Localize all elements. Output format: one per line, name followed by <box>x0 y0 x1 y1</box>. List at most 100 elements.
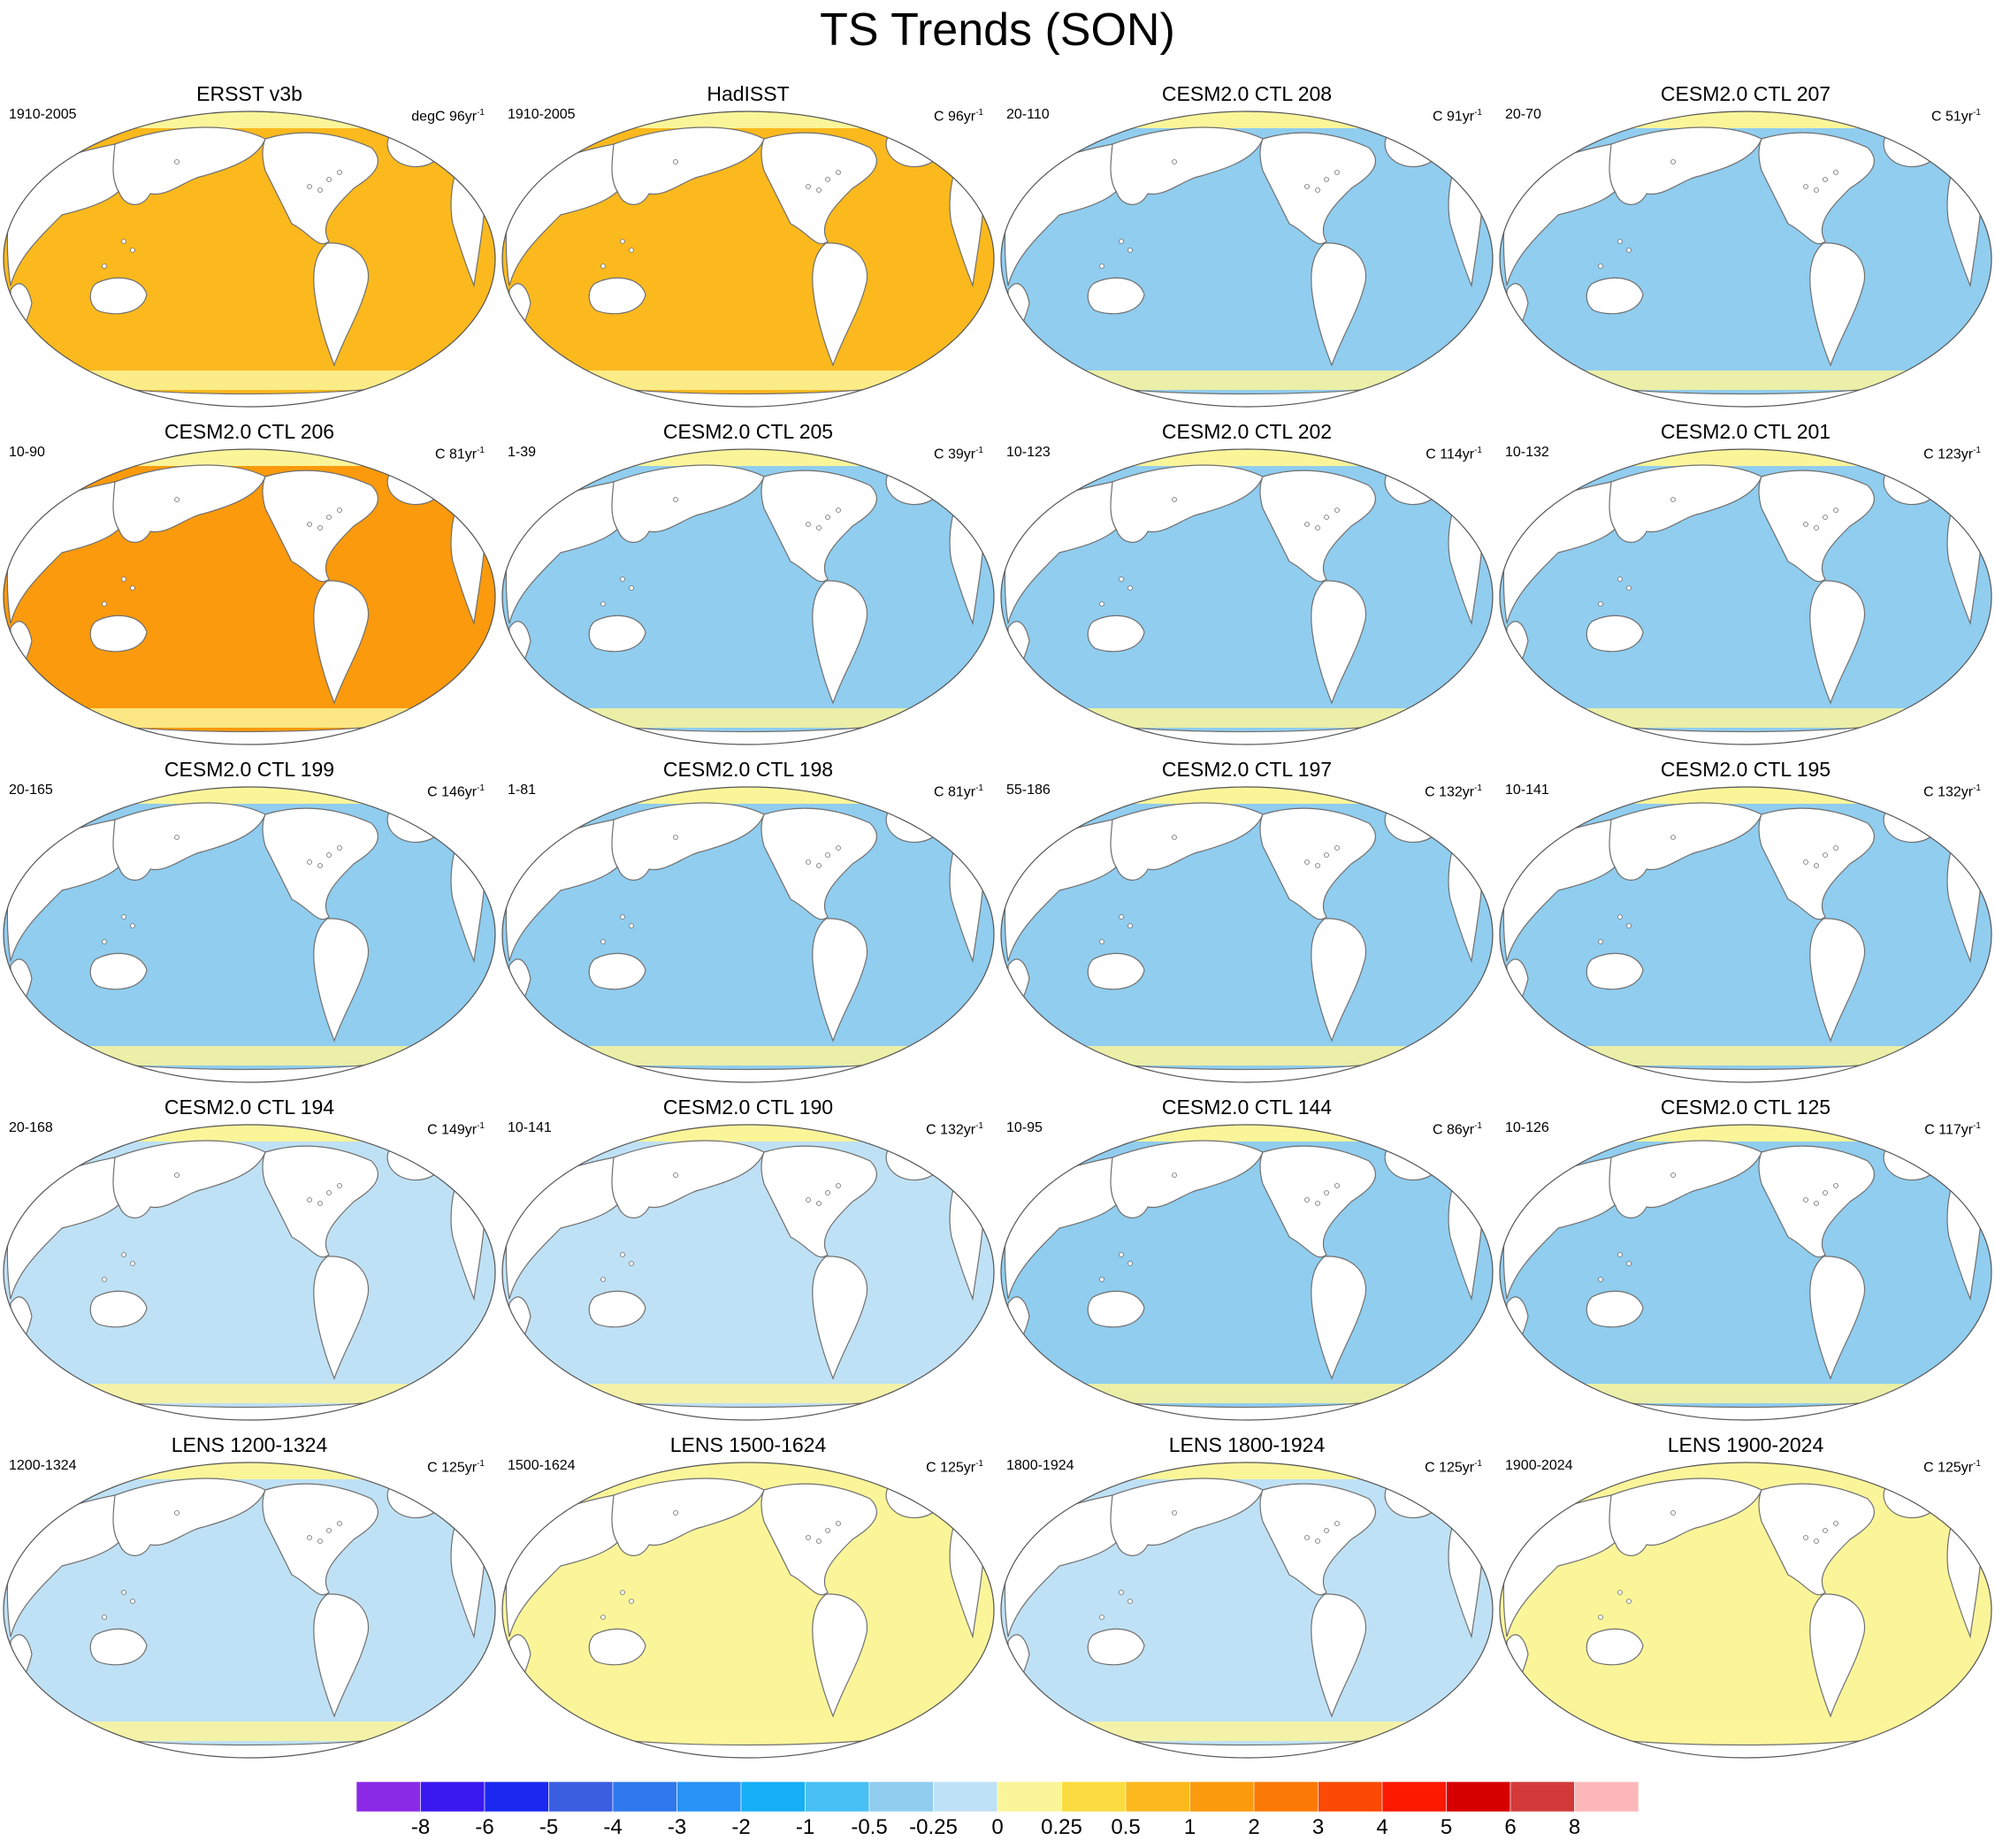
continent-australia <box>89 277 148 315</box>
figure-title: TS Trends (SON) <box>820 4 1175 56</box>
southern-band <box>4 370 495 390</box>
island-mark <box>1127 1261 1133 1266</box>
panel-units: C 81yr-1 <box>933 783 983 800</box>
panel-period: 20-110 <box>1006 107 1050 122</box>
continent-africa-east <box>1007 621 1030 687</box>
island-mark <box>1803 859 1808 865</box>
continent-asia <box>1110 1140 1264 1218</box>
island-mark <box>1315 187 1320 193</box>
island-mark <box>1315 863 1320 868</box>
continent-africa-east <box>508 958 531 1025</box>
island-mark <box>825 1528 830 1533</box>
continent-south-america <box>812 242 868 367</box>
island-mark <box>337 1183 342 1188</box>
island-mark <box>1127 248 1133 253</box>
island-mark <box>620 914 625 920</box>
island-mark <box>816 1201 822 1206</box>
island-mark <box>1626 1261 1632 1266</box>
colorbar-swatch <box>420 1782 485 1812</box>
panel-period: 20-70 <box>1505 107 1541 122</box>
island-mark <box>1833 508 1838 513</box>
island-mark <box>102 263 107 269</box>
panel-units: C 146yr-1 <box>427 783 485 800</box>
continent-south-america <box>1311 1256 1367 1380</box>
panel-title: CESM2.0 CTL 207 <box>1660 82 1831 105</box>
continent-south-america <box>1809 580 1866 705</box>
island-mark <box>121 914 126 920</box>
island-mark <box>1099 939 1105 944</box>
colorbar-label: 3 <box>1311 1815 1325 1839</box>
map-panel: LENS 1800-1924 1800-1924 C 125yr-1 <box>998 1433 1496 1762</box>
panel-period: 1500-1624 <box>508 1458 576 1473</box>
continent-south-america <box>1809 918 1866 1042</box>
continent-africa-east <box>1506 621 1529 687</box>
panel-title: CESM2.0 CTL 201 <box>1660 420 1831 443</box>
island-mark <box>825 1190 830 1195</box>
island-mark <box>836 845 841 851</box>
world-map <box>3 1462 496 1759</box>
panel-units: degC 96yr-1 <box>411 108 485 125</box>
island-mark <box>1304 522 1310 527</box>
island-mark <box>1814 863 1819 868</box>
island-mark <box>1626 585 1632 591</box>
island-mark <box>673 1172 678 1178</box>
continent-asia <box>611 802 765 881</box>
panel-units: C 125yr-1 <box>1425 1459 1482 1476</box>
continent-africa-east <box>1007 1296 1030 1363</box>
panel-title: LENS 1200-1324 <box>171 1433 328 1456</box>
panel-title: CESM2.0 CTL 194 <box>164 1096 335 1119</box>
island-mark <box>121 577 126 582</box>
colorbar-label: -1 <box>795 1815 815 1839</box>
island-mark <box>130 923 135 928</box>
island-mark <box>1823 1190 1828 1195</box>
island-mark <box>1617 577 1623 582</box>
map-panel: LENS 1500-1624 1500-1624 C 125yr-1 <box>499 1433 998 1762</box>
continent-australia <box>1586 615 1644 653</box>
island-mark <box>1833 1521 1838 1526</box>
island-mark <box>174 1510 180 1516</box>
continent-australia <box>1087 1628 1145 1666</box>
map-panel: CESM2.0 CTL 208 20-110 C 91yr-1 <box>998 82 1496 411</box>
island-mark <box>1814 187 1819 193</box>
continent-australia <box>89 1290 148 1328</box>
panel-title: LENS 1800-1924 <box>1168 1433 1326 1456</box>
world-map <box>1499 786 1992 1083</box>
map-panel: LENS 1900-2024 1900-2024 C 125yr-1 <box>1496 1433 1995 1762</box>
island-mark <box>317 187 323 193</box>
island-mark <box>337 170 342 175</box>
island-mark <box>836 508 841 513</box>
island-mark <box>629 1261 634 1266</box>
panel-title: CESM2.0 CTL 144 <box>1161 1096 1333 1119</box>
island-mark <box>1823 515 1828 520</box>
island-mark <box>1617 239 1623 244</box>
island-mark <box>1334 170 1340 175</box>
southern-band <box>502 370 994 390</box>
continent-asia <box>112 126 266 205</box>
island-mark <box>337 1521 342 1526</box>
map-panel: CESM2.0 CTL 198 1-81 C 81yr-1 <box>499 758 998 1087</box>
continent-south-america <box>1311 580 1367 705</box>
panel-title: CESM2.0 CTL 199 <box>164 758 335 781</box>
continent-australia <box>1586 1290 1644 1328</box>
map-border <box>1499 448 1992 745</box>
continent-asia <box>112 1478 266 1556</box>
continent-australia <box>1586 277 1644 315</box>
map-panel: CESM2.0 CTL 206 10-90 C 81yr-1 <box>0 420 499 749</box>
colorbar-label: -3 <box>667 1815 687 1839</box>
panel-units: C 125yr-1 <box>926 1459 983 1476</box>
panel-units: C 39yr-1 <box>933 446 983 462</box>
continent-south-america <box>812 1593 868 1718</box>
continent-africa-east <box>10 1634 33 1700</box>
continent-asia <box>112 802 266 881</box>
panel-title: HadISST <box>707 82 790 105</box>
continent-asia <box>1110 464 1264 543</box>
map-panel: CESM2.0 CTL 190 10-141 C 132yr-1 <box>499 1096 998 1424</box>
southern-band <box>502 1046 994 1065</box>
panel-period: 10-141 <box>1505 783 1549 798</box>
island-mark <box>1670 159 1676 164</box>
continent-australia <box>1586 1628 1644 1666</box>
continent-asia <box>1609 1478 1762 1556</box>
island-mark <box>620 239 625 244</box>
island-mark <box>1670 1172 1676 1178</box>
map-border <box>1499 111 1992 408</box>
